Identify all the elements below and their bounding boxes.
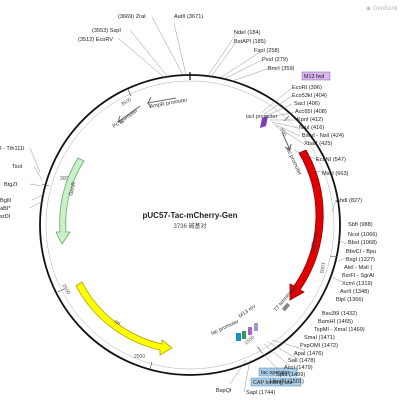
site-pspomi: PspOMI (1472) — [300, 343, 338, 349]
site-fspi: FspI (258) — [254, 48, 280, 54]
m13-rev-label: M13 rev — [238, 303, 258, 319]
tick-2000: 2000 — [134, 354, 145, 360]
pc-promoter-label: Pc promoter — [112, 108, 140, 130]
genr-arrow — [55, 157, 85, 245]
cap-site-label: CAP binding site — [253, 380, 293, 386]
site-tsoi: TsoI — [12, 164, 23, 170]
site-xbai: XbaI* (425) — [304, 141, 332, 147]
site-econi: EcoNI (547) — [316, 157, 346, 163]
ampr-promoter-arrow — [147, 96, 177, 109]
cap-mark — [254, 323, 258, 331]
site-tth111i: I - Tth111I — [0, 146, 25, 152]
site-bsmi-nsii: BsmI - NsiI (424) — [302, 133, 344, 139]
ori-arrow — [75, 281, 173, 356]
site-aatii: AatII (3671) — [174, 14, 203, 20]
lac-operator-label: lac operator — [261, 370, 290, 376]
site-sspi: (3553) SspI — [92, 28, 121, 34]
site-avrii: AvrII (1348) — [340, 289, 369, 295]
lac-promoter-mark — [236, 333, 241, 341]
site-eco53ki: Eco53kI (404) — [292, 93, 327, 99]
site-bamhi: BamHI (1465) — [318, 319, 353, 325]
tick-3000: 3000 — [60, 176, 71, 182]
site-ecorv: (3512) EcoRV — [78, 37, 113, 43]
laci-promoter-label: lacI promoter — [246, 114, 278, 120]
site-nrui: NruI (416) — [299, 125, 324, 131]
lac-operator-mark — [242, 331, 246, 339]
site-bstapi: BstAPI (185) — [234, 39, 266, 45]
tac-promoter-label: tac promoter — [284, 146, 302, 176]
m13-fwd-label: M13 fwd — [304, 74, 324, 80]
site-alei-msli: AleI - MslI ( — [344, 265, 372, 271]
site-abi: aBI* — [0, 206, 11, 212]
site-bspqi: BspQI — [216, 388, 232, 394]
site-sali: SalI (1478) — [288, 358, 315, 364]
site-bsgi: BsgI (1227) — [346, 257, 375, 263]
site-msci: MscI (663) — [322, 171, 349, 177]
site-xcmi: XcmI (1319) — [342, 281, 373, 287]
site-ndei: NdeI (184) — [234, 30, 261, 36]
genr-label: GenR — [68, 181, 77, 196]
site-apai: ApaI (1476) — [294, 351, 323, 357]
watermark: ◉ GenBank — [366, 6, 399, 12]
tick-3500: 3500 — [120, 97, 133, 108]
leader-lines — [29, 16, 347, 393]
site-bbvci: BbvCI - Bpu — [346, 249, 376, 255]
m13-rev-mark — [248, 327, 252, 335]
plasmid-name: pUC57-Tac-mCherry-Gen — [143, 211, 238, 220]
tac-promoter-arrow — [281, 131, 292, 151]
site-acc65i: Acc65I (408) — [295, 109, 327, 115]
t7-terminator-mark — [281, 302, 291, 312]
site-bsrfi: BsrFI - SgrAI — [342, 273, 375, 279]
site-ecori: EcoRI (396) — [292, 85, 322, 91]
cap-site-box — [250, 377, 302, 387]
tick-2500: 2500 — [60, 283, 71, 296]
site-bbsi: BbsI (1068) — [348, 240, 377, 246]
site-btgzi: BtgZI — [4, 182, 18, 188]
mcherry-arrow — [289, 149, 324, 301]
ori-label: ori — [113, 319, 121, 327]
inner-circle — [45, 80, 335, 370]
site-smai: SmaI (1471) — [304, 335, 335, 341]
tick-1000: 1000 — [318, 262, 326, 274]
site-zrai: (3669) ZraI — [118, 14, 146, 20]
site-tspmi-xmai: TspMI - XmaI (1469) — [314, 327, 365, 333]
site-bsu36i: Bsu36I (1432) — [322, 311, 357, 317]
site-srdi: srDI — [0, 214, 11, 220]
site-bmri: BmrI (359) — [268, 66, 295, 72]
site-kpni: KpnI (412) — [297, 117, 323, 123]
pc-promoter-arrow — [117, 105, 141, 123]
site-saci: SacI (406) — [294, 101, 320, 107]
site-blpi: BlpI (1366) — [336, 297, 363, 303]
m13-fwd-box — [301, 71, 331, 81]
lac-operator-box — [258, 367, 298, 377]
site-bglii: BglII — [0, 198, 12, 204]
site-sphi: SphI (1499) — [276, 372, 305, 378]
lac-promoter-label: lac promoter — [210, 319, 240, 337]
site-acci: AccI (1479) — [284, 365, 313, 371]
site-sbfi: SbfI (988) — [348, 222, 373, 228]
tick-500: 500 — [278, 127, 287, 137]
site-sapi: SapI (1744) — [246, 390, 275, 396]
laci-promoter-marker — [260, 116, 268, 128]
plasmid-size: 3736 碱基对 — [173, 222, 206, 230]
site-ncoi: NcoI (1066) — [348, 232, 377, 238]
tick-1500: 1500 — [243, 335, 256, 347]
site-hindiii: HindIII (1501) — [270, 379, 304, 385]
mcherry-label: mCherry — [310, 231, 320, 253]
site-pvui: PvuI (279) — [262, 57, 288, 63]
site-ahdi: AhdI (827) — [336, 198, 362, 204]
